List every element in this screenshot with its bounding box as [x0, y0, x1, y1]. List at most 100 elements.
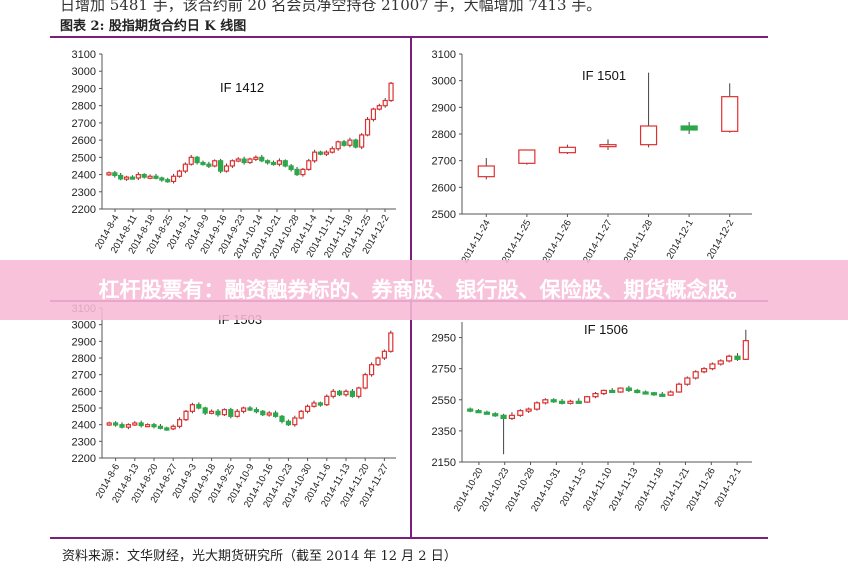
candle-body [388, 332, 394, 352]
candle-body [324, 395, 330, 406]
x-tick-label: 2014-11-25 [500, 218, 533, 265]
candle-body [265, 160, 271, 164]
y-tick-label: 3000 [432, 76, 456, 88]
candle-body [369, 364, 375, 376]
candle-body [306, 160, 312, 170]
candle-body [212, 160, 218, 167]
candle-body [235, 158, 241, 162]
candle-body [200, 161, 206, 166]
candle-body [356, 387, 362, 397]
candle-body [542, 399, 549, 404]
candle-body [259, 156, 265, 162]
candle-body [153, 175, 159, 179]
candle-body [125, 424, 132, 428]
chart-title: IF 1412 [220, 80, 264, 95]
candle-body [247, 158, 253, 164]
candle-body [176, 170, 183, 177]
candle-body [241, 407, 247, 412]
candle-body [364, 118, 371, 136]
y-tick-label: 2600 [72, 386, 96, 398]
candle-body [692, 371, 699, 379]
candle-body [147, 175, 153, 179]
candle-body [135, 173, 141, 179]
candle-body [330, 390, 336, 397]
candle-body [483, 411, 490, 415]
candle-body [106, 422, 112, 426]
y-tick-label: 2300 [72, 436, 96, 448]
candle-body [247, 407, 253, 411]
candle-body [609, 389, 616, 394]
candle-body [625, 387, 632, 392]
candle-body [347, 139, 353, 146]
candle-body [241, 158, 247, 164]
candle-body [292, 417, 298, 426]
candle-body [285, 420, 291, 426]
candle-body [229, 160, 235, 167]
candle-body [362, 374, 368, 389]
y-tick-label: 2350 [432, 426, 456, 438]
candle-body [667, 391, 674, 396]
candle-body [659, 393, 666, 397]
candle-body [182, 163, 188, 172]
candle-body [144, 424, 151, 428]
y-tick-label: 2700 [72, 370, 96, 382]
y-tick-label: 2950 [432, 333, 456, 345]
candle-body [270, 161, 277, 166]
chart-panel-if1412: 2200 2300 2400 2500 2600 2700 2800 2900 3000 3100… [50, 38, 410, 300]
candle-body [642, 391, 649, 395]
candle-body [151, 424, 157, 428]
candle-body [500, 414, 507, 420]
candle-body [138, 422, 144, 427]
candle-body [376, 105, 382, 110]
candle-body [164, 427, 170, 431]
candle-body [517, 410, 524, 416]
candle-body [700, 368, 708, 373]
candle-body [684, 377, 691, 385]
chart-panel-if1501: 2500 2600 2700 2800 2900 3000 3100 IF 1501 2014-… [412, 38, 768, 300]
candle-body [165, 179, 171, 183]
candle-body [359, 134, 365, 148]
candle-body [273, 412, 279, 417]
candle-body [260, 410, 266, 416]
candle-body [141, 173, 147, 178]
y-tick-label: 2400 [72, 170, 96, 182]
candle-body [119, 424, 125, 428]
candle-body [329, 148, 335, 153]
candle-body [132, 422, 138, 426]
candle-body [742, 340, 749, 360]
candle-body [183, 410, 189, 421]
candle-body [112, 422, 119, 426]
candle-body [129, 176, 136, 180]
candle-body [112, 172, 118, 177]
candle-body [223, 165, 230, 172]
candle-body [300, 168, 306, 176]
figure-title: 图表 2: 股指期货合约日 K 线图 [60, 19, 247, 34]
candle-body [717, 360, 724, 365]
y-tick-label: 3100 [72, 49, 96, 61]
candle-body [508, 414, 516, 420]
candle-body [567, 400, 574, 404]
chart-title: IF 1506 [584, 322, 628, 337]
candle-body [734, 355, 741, 360]
y-tick-label: 2400 [72, 420, 96, 432]
candle-body [206, 163, 212, 167]
candle-body [600, 389, 607, 395]
candle-body [189, 404, 195, 412]
y-tick-label: 2750 [432, 364, 456, 376]
bottom-rule [50, 537, 768, 539]
y-tick-label: 2500 [72, 403, 96, 415]
candle-body [215, 410, 221, 416]
candle-body [382, 99, 388, 107]
y-tick-label: 3000 [72, 66, 96, 78]
candle-body [592, 392, 599, 398]
y-tick-label: 2700 [432, 156, 456, 168]
chart-title: IF 1501 [582, 68, 626, 83]
candle-body [305, 405, 311, 412]
candle-body [106, 172, 112, 176]
y-tick-label: 2550 [432, 395, 456, 407]
candle-body [312, 151, 318, 162]
candle-body [388, 82, 394, 102]
x-tick-label: 2014-11-26 [541, 218, 574, 265]
candle-body [209, 410, 215, 414]
candle-body [584, 396, 591, 403]
